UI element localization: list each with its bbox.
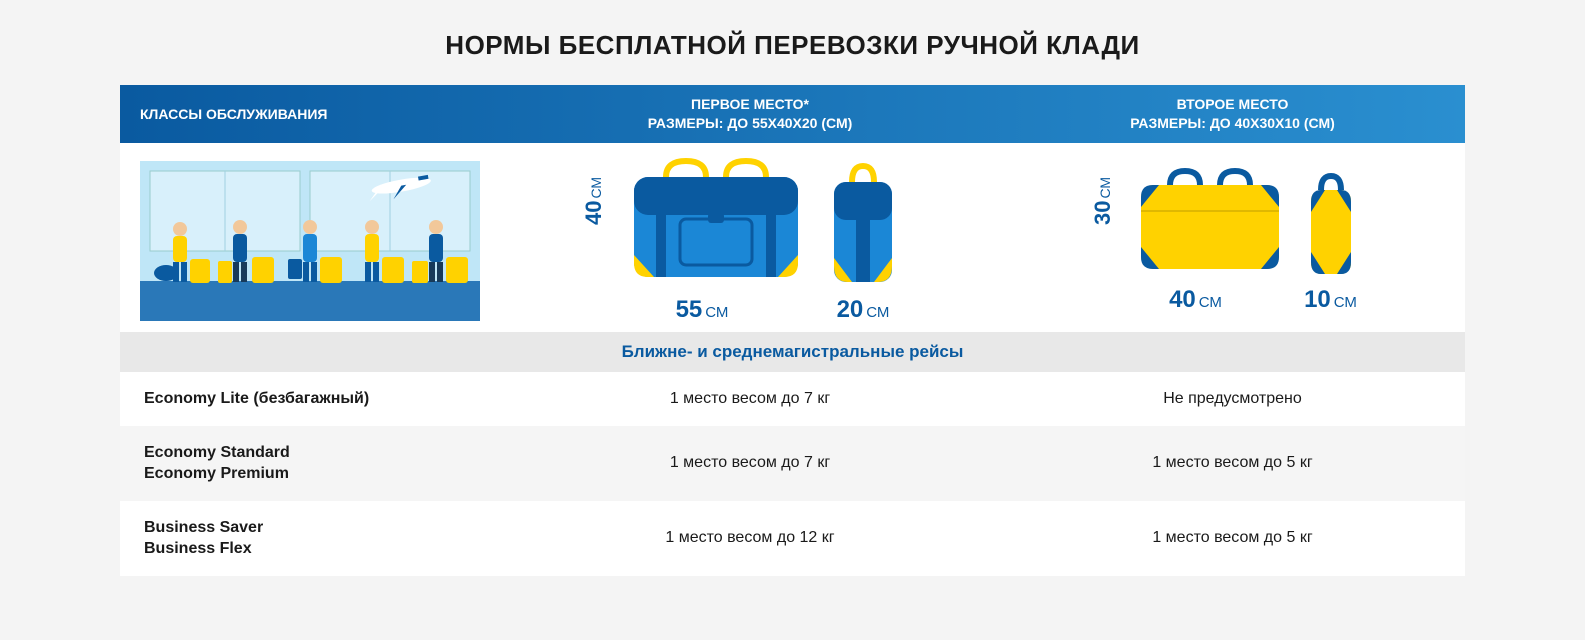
header-first-l1: ПЕРВОЕ МЕСТО* (520, 95, 980, 114)
first-item-allowance: 1 место весом до 7 кг (500, 390, 1000, 408)
second-item-allowance: Не предусмотрено (1000, 390, 1465, 408)
class-name: Economy StandardEconomy Premium (120, 442, 500, 485)
bag2-width-val: 40 (1169, 286, 1196, 313)
class-line2: Business Flex (144, 538, 476, 560)
second-item-allowance: 1 место весом до 5 кг (1000, 454, 1465, 472)
class-line1: Economy Standard (144, 442, 476, 464)
bag1-width: 55СМ (676, 296, 729, 324)
bag2-depth-unit: СМ (1334, 294, 1357, 311)
bag1-depth-val: 20 (837, 296, 864, 323)
bag2-height-unit: СМ (1097, 176, 1113, 198)
first-item-allowance: 1 место весом до 12 кг (500, 529, 1000, 547)
bag2-side-icon (1303, 172, 1359, 282)
table-row: Economy StandardEconomy Premium1 место в… (120, 426, 1465, 501)
header-second-l1: ВТОРОЕ МЕСТО (1020, 95, 1445, 114)
bag1-height: 40СМ (581, 176, 607, 224)
bag1-width-unit: СМ (705, 304, 728, 321)
class-name: Business SaverBusiness Flex (120, 517, 500, 560)
header-first-item: ПЕРВОЕ МЕСТО* РАЗМЕРЫ: ДО 55Х40Х20 (СМ) (500, 87, 1000, 141)
bag1-width-val: 55 (676, 296, 703, 323)
table-header: КЛАССЫ ОБСЛУЖИВАНИЯ ПЕРВОЕ МЕСТО* РАЗМЕР… (120, 85, 1465, 143)
bag1-front-icon (626, 157, 806, 287)
airport-illustration (120, 161, 500, 321)
bag1-depth-unit: СМ (866, 304, 889, 321)
class-line2: Economy Premium (144, 463, 476, 485)
bag1-height-val: 40 (581, 200, 606, 224)
bag-second: 30СМ 40 (1000, 167, 1465, 314)
visual-row: 40СМ (120, 143, 1465, 332)
bag1-height-unit: СМ (588, 176, 604, 198)
header-classes: КЛАССЫ ОБСЛУЖИВАНИЯ (120, 98, 500, 130)
bag1-depth: 20СМ (837, 296, 890, 324)
bag2-depth-val: 10 (1304, 286, 1331, 313)
bag2-depth: 10СМ (1304, 286, 1357, 314)
bag-first: 40СМ (500, 157, 1000, 324)
bag2-width: 40СМ (1169, 286, 1222, 314)
first-item-allowance: 1 место весом до 7 кг (500, 454, 1000, 472)
page-title: НОРМЫ БЕСПЛАТНОЙ ПЕРЕВОЗКИ РУЧНОЙ КЛАДИ (120, 30, 1465, 61)
route-subheader: Ближне- и среднемагистральные рейсы (120, 332, 1465, 372)
class-name: Economy Lite (безбагажный) (120, 388, 500, 410)
class-line1: Business Saver (144, 517, 476, 539)
bag2-front-icon (1135, 167, 1285, 277)
header-first-l2: РАЗМЕРЫ: ДО 55Х40Х20 (СМ) (520, 114, 980, 133)
bag2-width-unit: СМ (1199, 294, 1222, 311)
table-row: Economy Lite (безбагажный) 1 место весом … (120, 372, 1465, 426)
bag2-height: 30СМ (1090, 176, 1116, 224)
table-row: Business SaverBusiness Flex1 место весом… (120, 501, 1465, 576)
bag2-height-val: 30 (1090, 200, 1115, 224)
header-second-item: ВТОРОЕ МЕСТО РАЗМЕРЫ: ДО 40Х30Х10 (СМ) (1000, 87, 1465, 141)
class-line1: Economy Lite (безбагажный) (144, 388, 476, 410)
header-second-l2: РАЗМЕРЫ: ДО 40Х30Х10 (СМ) (1020, 114, 1445, 133)
second-item-allowance: 1 место весом до 5 кг (1000, 529, 1465, 547)
bag1-side-icon (824, 162, 902, 292)
